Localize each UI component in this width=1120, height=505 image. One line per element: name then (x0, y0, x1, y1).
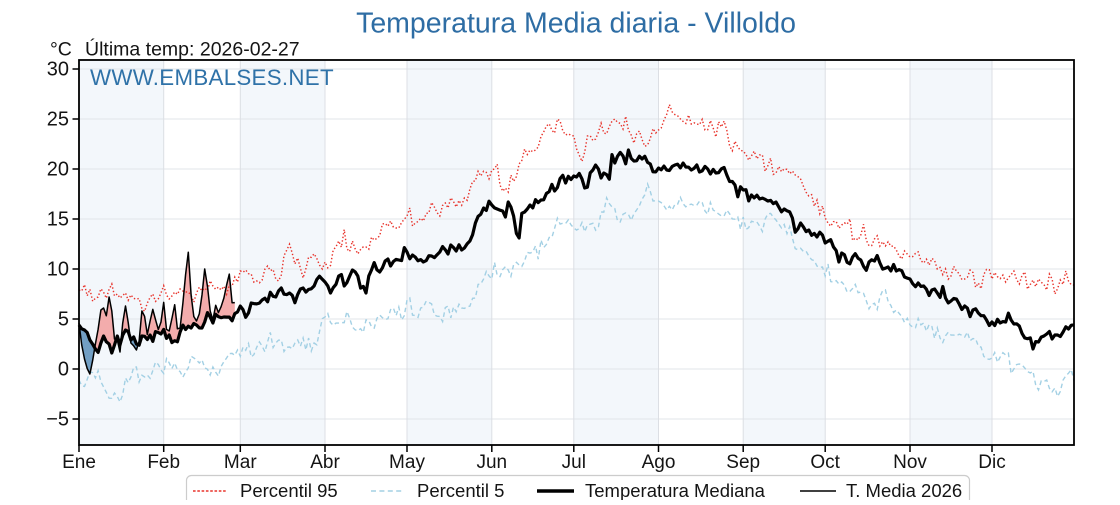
svg-text:30: 30 (47, 59, 69, 81)
svg-text:10: 10 (47, 259, 69, 281)
svg-text:Jun: Jun (476, 452, 507, 473)
svg-text:5: 5 (58, 309, 69, 331)
svg-text:Ene: Ene (62, 452, 96, 473)
svg-text:Abr: Abr (310, 452, 340, 473)
svg-text:Jul: Jul (562, 452, 586, 473)
svg-text:Nov: Nov (893, 452, 927, 473)
svg-text:Oct: Oct (810, 452, 840, 473)
svg-text:−5: −5 (46, 409, 69, 431)
svg-text:Mar: Mar (224, 452, 257, 473)
svg-text:Percentil 95: Percentil 95 (240, 480, 338, 500)
svg-text:Temperatura Media diaria - Vil: Temperatura Media diaria - Villoldo (356, 8, 796, 40)
svg-text:°C: °C (50, 39, 72, 61)
svg-text:20: 20 (47, 159, 69, 181)
svg-text:Sep: Sep (726, 452, 760, 473)
svg-text:T. Media 2026: T. Media 2026 (846, 480, 962, 500)
svg-text:15: 15 (47, 209, 69, 231)
svg-text:Última temp: 2026-02-27: Última temp: 2026-02-27 (85, 38, 300, 61)
svg-text:Percentil 5: Percentil 5 (417, 480, 504, 500)
svg-text:Dic: Dic (978, 452, 1005, 473)
svg-text:WWW.EMBALSES.NET: WWW.EMBALSES.NET (90, 65, 334, 90)
svg-text:25: 25 (47, 109, 69, 131)
svg-text:Ago: Ago (642, 452, 676, 473)
svg-text:0: 0 (58, 359, 69, 381)
svg-text:Temperatura Mediana: Temperatura Mediana (585, 480, 766, 500)
svg-text:Feb: Feb (147, 452, 180, 473)
svg-text:May: May (389, 452, 425, 473)
